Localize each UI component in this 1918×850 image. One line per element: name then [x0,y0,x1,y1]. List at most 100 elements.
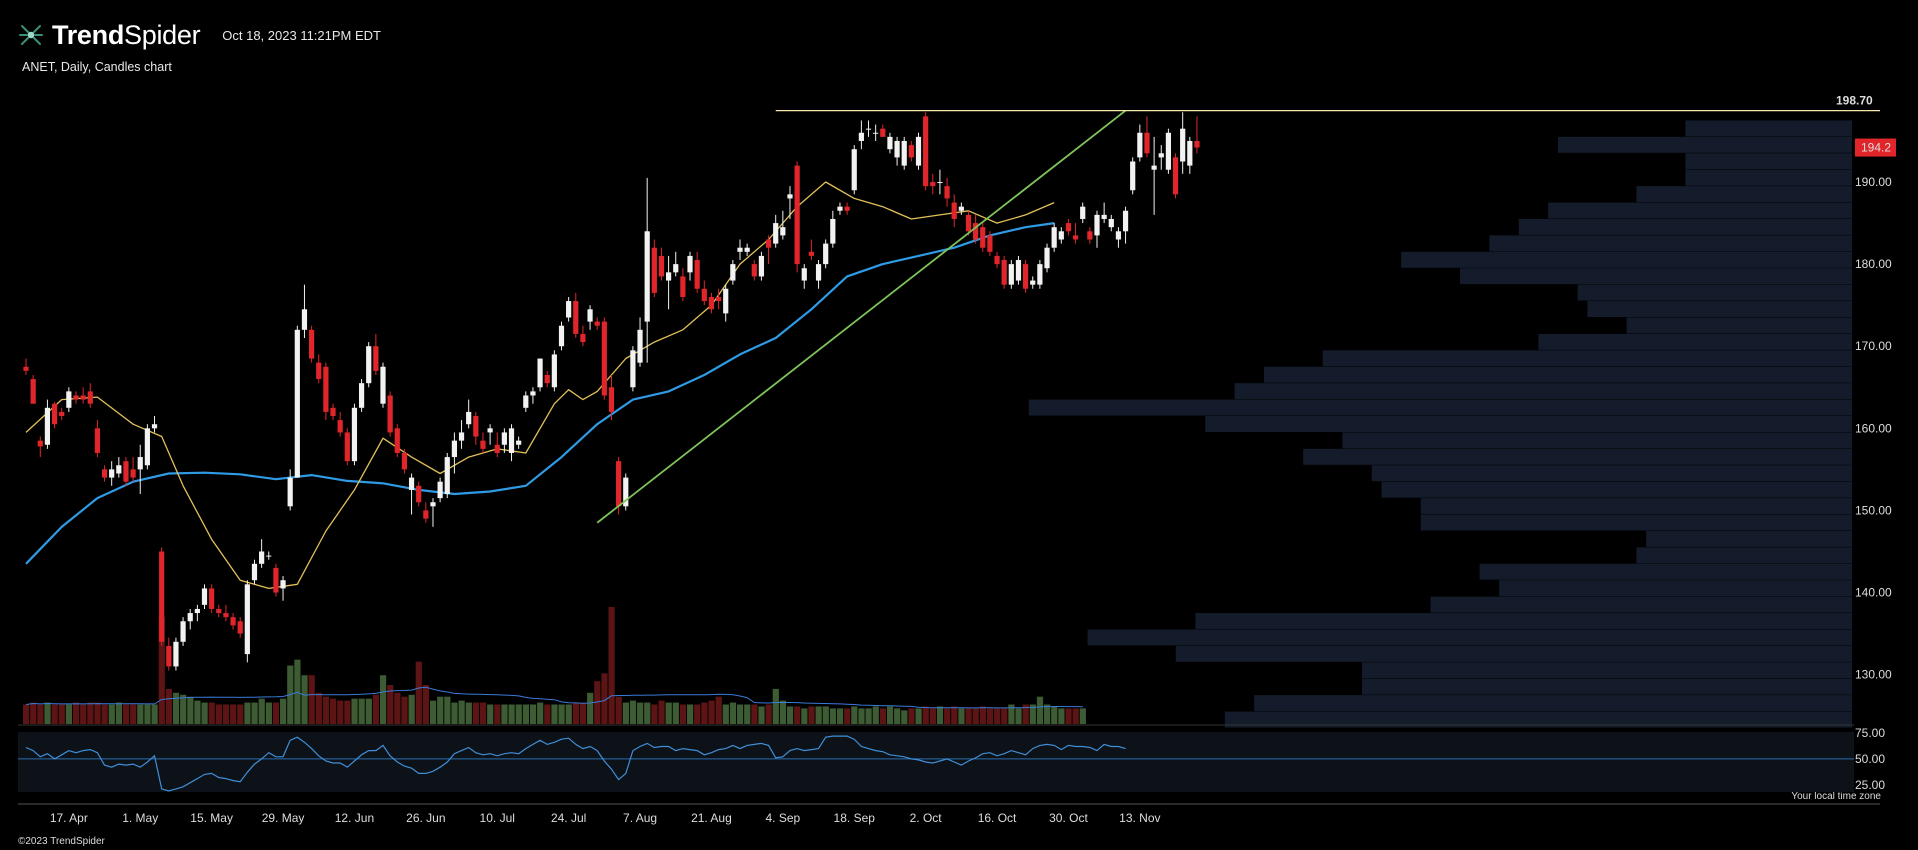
candle-body [1108,218,1114,228]
candle-body [101,469,108,478]
volume-profile-bar [1538,333,1852,350]
volume-profile-bar [1381,481,1852,498]
volume-bar [922,706,929,724]
volume-bar [779,700,787,724]
volume-bar [222,704,230,724]
volume-bar [322,696,330,724]
volume-bar [280,698,287,724]
candle-body [66,391,72,408]
volume-bar [158,616,165,724]
candle-body [616,461,622,507]
candle-body [544,374,550,384]
logo[interactable]: TrendSpider [18,19,201,51]
candle-body [801,268,807,281]
drawing-lines[interactable]: 198.70 [596,94,1880,524]
date-tick-label: 30. Oct [1049,811,1088,825]
candle-body [309,329,315,359]
candle-body [1151,165,1157,170]
candle-body [251,563,258,581]
candle-body [180,621,186,642]
candle-body [1130,161,1136,191]
volume-bar [508,704,515,724]
volume-bar [915,708,922,724]
volume-bar [1079,708,1086,724]
candle-body [744,247,750,252]
candle-body [908,145,914,158]
volume-bar [944,708,951,724]
candle-body [423,510,429,519]
candle-body [737,247,743,252]
candle-body [523,395,529,408]
volume-bar [1015,708,1022,724]
logo-wordmark: TrendSpider [52,19,201,51]
candle-body [1072,235,1079,240]
candle-body [516,440,522,445]
volume-profile-bar [1636,186,1852,203]
volume-profile [1028,120,1852,728]
candle-body [87,391,93,404]
logo-name: Spider [124,19,201,50]
candle-body [109,469,115,478]
candle-body [723,288,729,314]
candle-body [694,260,700,289]
candle-body [358,383,365,408]
volume-bar [30,702,37,724]
volume-bar [1058,708,1065,724]
volume-profile-bar [1420,514,1852,531]
volume-bar [522,704,529,724]
volume-bar [979,706,986,724]
date-tick-label: 18. Sep [834,811,876,825]
volume-profile-bar [1479,563,1852,580]
volume-bar [986,708,994,724]
volume-bar [422,685,430,724]
candle-body [280,580,286,589]
timezone-label[interactable]: Your local time zone [1791,791,1881,802]
candle-body [773,223,779,244]
volume-bar [637,702,644,724]
volume-bar [344,700,351,724]
moving-averages [25,181,1055,590]
volume-bar [879,708,886,724]
candle-body [965,214,972,232]
volume-bar [951,706,958,724]
candle-body [944,186,950,199]
candle-body [159,551,165,642]
candle-body [80,395,86,400]
candle-body [351,407,358,462]
candle-body [765,239,772,248]
volume-profile-bar [1371,465,1852,482]
volume-profile-bar [1626,317,1852,334]
candle-body [1008,264,1014,285]
volume-profile-bar [1587,301,1852,317]
volume-profile-bar [1420,498,1852,515]
candle-body [508,428,515,453]
volume-profile-bar [1175,645,1852,662]
volume-bar [401,696,408,724]
volume-bar [965,708,972,724]
candle-body [1094,214,1100,236]
candle-body [444,457,450,495]
volume-bar [829,708,837,724]
candle-body [237,621,243,634]
volume-bar [151,704,158,724]
candle-body [244,584,250,655]
volume-profile-bar [1685,153,1852,170]
volume-bar [936,706,944,724]
volume-bar [772,688,779,724]
price-tick-label: 180.00 [1855,257,1892,271]
candle-body [730,264,736,281]
candle-body [394,428,400,453]
volume-bar [679,704,687,724]
candle-body [551,354,557,388]
volume-bar [394,692,401,724]
candle-body [566,301,572,318]
volume-bar [529,704,537,724]
volume-bar [537,702,544,724]
date-tick-label: 16. Oct [978,811,1017,825]
volume-bar [479,702,487,724]
volume-bar [629,700,637,724]
support-trendline [596,109,1127,524]
chart-subtitle[interactable]: ANET, Daily, Candles chart [22,60,172,74]
volume-profile-bar [1362,662,1852,679]
